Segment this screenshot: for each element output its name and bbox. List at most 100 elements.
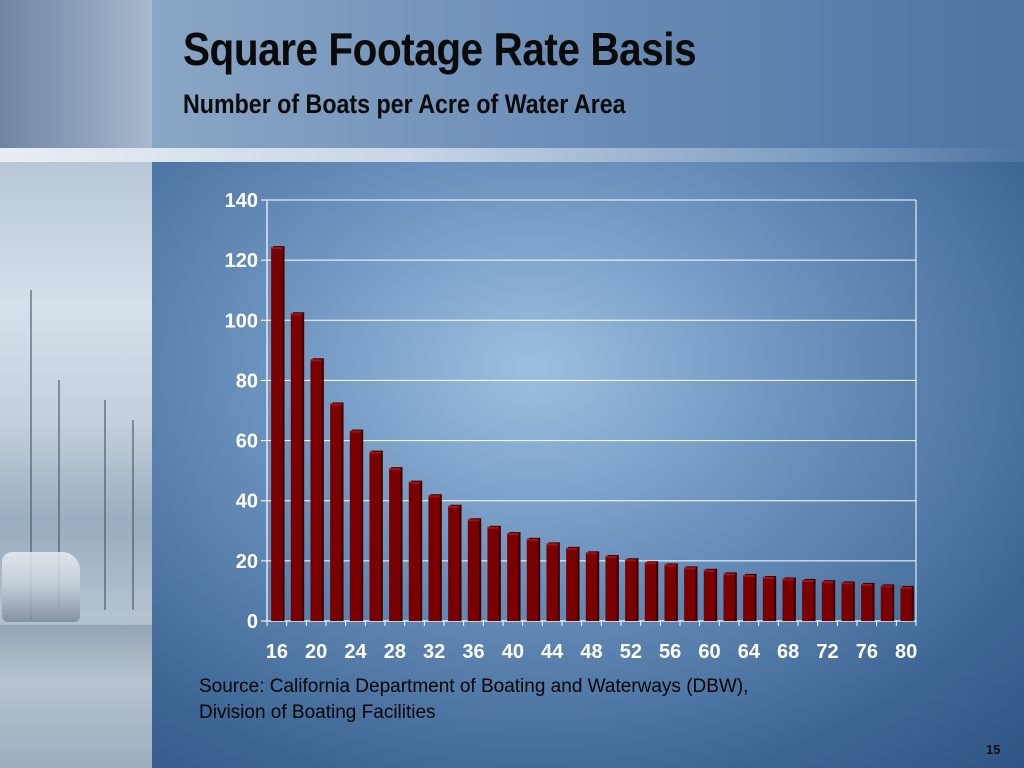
bar [723, 574, 735, 621]
bar-top [349, 430, 362, 433]
bar [526, 539, 539, 621]
bar-top [644, 562, 657, 565]
x-tick-label: 52 [620, 641, 642, 663]
x-tick-label: 28 [384, 641, 406, 663]
bar [428, 496, 440, 621]
y-tick-label: 100 [225, 310, 258, 332]
boat-mast [30, 290, 32, 620]
bar [880, 586, 893, 621]
bar-top [762, 576, 775, 579]
bar-top [802, 580, 814, 583]
x-tick-label: 56 [659, 641, 681, 663]
bar-top [664, 564, 676, 567]
header-bar [152, 0, 1024, 148]
bar [271, 248, 283, 621]
bar-top [723, 573, 735, 576]
bar-top [743, 574, 755, 577]
bar-top [369, 451, 381, 454]
bar [782, 579, 794, 621]
bar-top [684, 567, 696, 570]
bar [487, 527, 499, 621]
x-tick-label: 76 [856, 641, 878, 663]
bar [802, 581, 814, 621]
bar-top [271, 247, 283, 250]
marina-photo-strip [0, 0, 152, 768]
x-tick-label: 48 [580, 641, 602, 663]
bar-top [880, 585, 893, 588]
y-tick-label: 60 [236, 431, 258, 453]
bar [821, 582, 834, 621]
source-line-2: Division of Boating Facilities [199, 702, 436, 723]
bar-top [448, 505, 460, 508]
x-tick-label: 60 [698, 641, 720, 663]
bar-top [467, 519, 480, 522]
bar [408, 482, 421, 621]
bar [566, 548, 578, 621]
bar-top [389, 468, 401, 471]
bar-top [330, 403, 342, 406]
bar [861, 584, 873, 621]
bar-top [782, 578, 794, 581]
boat-mast [58, 380, 60, 610]
x-tick-label: 64 [738, 641, 761, 663]
bar [605, 556, 617, 621]
x-tick-label: 44 [541, 641, 564, 663]
bar [644, 563, 657, 621]
page-number: 15 [986, 742, 1001, 757]
bar-top [428, 495, 440, 498]
bar [546, 544, 558, 621]
boat-mast [132, 420, 134, 610]
x-tick-label: 80 [895, 641, 917, 663]
boat-image [2, 552, 80, 622]
y-tick-label: 0 [247, 611, 258, 633]
bar [684, 568, 696, 621]
bar-top [310, 359, 322, 362]
x-tick-label: 16 [266, 641, 288, 663]
photo-top-panel [0, 0, 152, 148]
bar-top [487, 526, 499, 529]
bar [664, 565, 676, 621]
y-tick-label: 40 [236, 491, 258, 513]
y-tick-label: 140 [225, 190, 258, 212]
bar [389, 469, 401, 621]
bar [310, 360, 322, 621]
y-tick-label: 120 [225, 250, 258, 272]
x-tick-label: 24 [344, 641, 367, 663]
bar [762, 577, 775, 621]
slide-subtitle: Number of Boats per Acre of Water Area [183, 89, 626, 119]
bar [703, 570, 716, 621]
bar-top [625, 559, 637, 562]
x-tick-label: 20 [305, 641, 327, 663]
water-image [0, 625, 152, 768]
bar-top [841, 582, 853, 585]
bar [743, 575, 755, 621]
bar-top [585, 552, 598, 555]
bar-top [703, 569, 716, 572]
bar [625, 560, 637, 621]
bar [900, 587, 912, 621]
bar [507, 534, 519, 621]
source-note: Source: California Department of Boating… [199, 674, 748, 726]
header-rule [0, 148, 1024, 162]
boat-mast [104, 400, 106, 610]
bar [369, 452, 381, 621]
x-tick-label: 72 [816, 641, 838, 663]
bar [349, 431, 362, 621]
slide-title: Square Footage Rate Basis [183, 23, 697, 75]
bar-top [408, 481, 421, 484]
bar-top [605, 555, 617, 558]
bar-top [526, 538, 539, 541]
bar-top [821, 581, 834, 584]
bar [585, 553, 598, 621]
bar-top [566, 547, 578, 550]
x-tick-label: 32 [423, 641, 445, 663]
x-tick-label: 68 [777, 641, 799, 663]
bar-top [546, 543, 558, 546]
y-tick-label: 20 [236, 551, 258, 573]
bar-top [290, 313, 303, 316]
bar [841, 583, 853, 621]
bar-top [861, 583, 873, 586]
x-tick-label: 40 [502, 641, 524, 663]
x-tick-label: 36 [462, 641, 484, 663]
